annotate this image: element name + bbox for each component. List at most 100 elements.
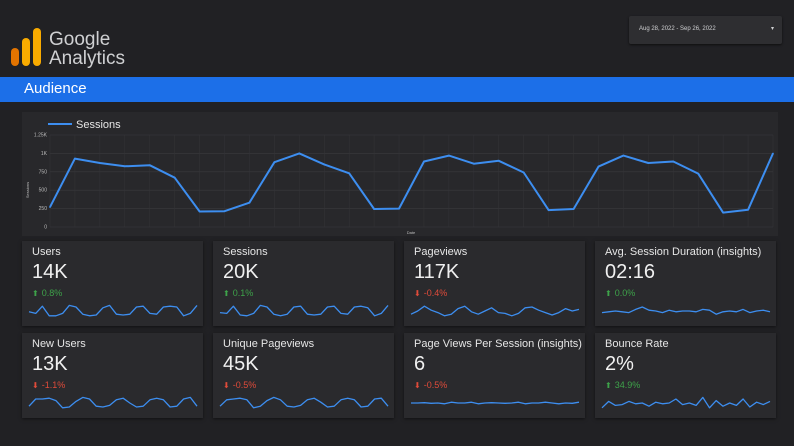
scorecard-label: Page Views Per Session (insights) [414,338,582,350]
scorecard-delta: ⬇ -1.1% [32,380,65,390]
scorecard-delta-value: -1.1% [41,380,66,390]
sessions-data-point[interactable] [597,165,600,168]
sessions-data-point[interactable] [323,163,326,166]
scorecard-delta: ⬇ -0.5% [414,380,447,390]
sessions-data-point[interactable] [248,201,251,204]
logo-line-1: Google [49,29,111,50]
sessions-series-line [49,152,774,214]
sparkline [411,401,580,405]
chevron-down-icon: ▾ [770,26,774,32]
sessions-data-point[interactable] [722,211,724,214]
scorecard-delta-value: 34.9% [614,380,641,390]
sessions-data-point[interactable] [273,161,276,164]
arrow-down-icon: ⬇ [32,381,39,390]
sparkline-series [219,304,389,317]
arrow-up-icon: ⬆ [605,289,612,298]
section-banner: Audience [0,77,794,102]
scorecard-avg-session-duration-insights[interactable]: Avg. Session Duration (insights) 02:16 ⬆ 0.… [595,241,776,326]
scorecard-value: 02:16 [605,261,656,283]
scorecard-delta-value: 0.8% [41,288,63,298]
analytics-bars-icon [11,28,41,66]
sessions-data-point[interactable] [772,152,774,155]
scorecard-page-views-per-session-insights[interactable]: Page Views Per Session (insights) 6 ⬇ -0.5% [404,333,585,418]
legend-label: Sessions [76,119,121,131]
y-tick-label: 750 [39,169,48,175]
sessions-data-point[interactable] [647,162,650,164]
scorecard-value: 14K [32,261,68,283]
scorecard-delta: ⬆ 0.1% [223,288,253,298]
x-axis-label: Date [407,230,416,235]
sessions-line-chart: 0 250 500 750 1K 1.25K Sessions Sessions Date [25,119,774,235]
scorecard-delta: ⬇ -0.4% [414,288,447,298]
sparkline [410,305,580,317]
sparkline [601,396,771,409]
sessions-data-point[interactable] [423,160,425,163]
sessions-data-point[interactable] [448,154,450,157]
sessions-data-point[interactable] [473,162,475,165]
scorecard-value: 20K [223,261,259,283]
scorecard-users[interactable]: Users 14K ⬆ 0.8% [22,241,203,326]
y-tick-label: 500 [39,188,48,194]
scorecard-label: Sessions [223,246,268,258]
sessions-data-point[interactable] [298,152,301,155]
arrow-up-icon: ⬆ [32,289,39,298]
y-tick-label: 0 [44,225,47,231]
sparkline-series [219,396,389,409]
sessions-data-point[interactable] [547,209,550,211]
scorecard-label: Bounce Rate [605,338,669,350]
scorecard-delta-value: 0.1% [232,288,254,298]
scorecard-sessions[interactable]: Sessions 20K ⬆ 0.1% [213,241,394,326]
y-tick-label: 1K [41,151,48,157]
sessions-data-point[interactable] [497,159,500,162]
section-title: Audience [24,80,87,97]
scorecard-delta: ⬇ -0.5% [223,380,256,390]
sessions-data-point[interactable] [198,210,201,213]
scorecard-new-users[interactable]: New Users 13K ⬇ -1.1% [22,333,203,418]
sessions-data-point[interactable] [373,208,375,210]
sessions-data-point[interactable] [148,164,151,166]
scorecard-delta: ⬆ 0.8% [32,288,62,298]
sessions-data-point[interactable] [223,210,226,212]
sessions-data-point[interactable] [697,172,700,175]
scorecard-value: 117K [414,261,460,283]
y-axis-label: Sessions [25,182,30,198]
scorecard-pageviews[interactable]: Pageviews 117K ⬇ -0.4% [404,241,585,326]
sessions-data-point[interactable] [747,208,749,211]
sparkline-series [28,396,198,409]
google-analytics-logo [11,26,141,72]
sessions-data-point[interactable] [522,171,525,174]
sessions-data-point[interactable] [622,154,625,157]
sessions-data-point[interactable] [173,176,176,179]
y-tick-label: 250 [39,206,48,212]
sessions-data-point[interactable] [74,157,76,160]
sessions-data-point[interactable] [672,160,675,163]
scorecard-delta-value: 0.0% [614,288,636,298]
scorecard-label: New Users [32,338,86,350]
sessions-data-point[interactable] [398,207,400,210]
sessions-data-point[interactable] [49,206,51,208]
date-range-picker[interactable]: Aug 28, 2022 - Sep 26, 2022 ▾ [629,16,782,44]
sessions-data-point[interactable] [572,208,575,210]
scorecard-delta-value: -0.4% [423,288,448,298]
sparkline [219,304,389,317]
scorecard-bounce-rate[interactable]: Bounce Rate 2% ⬆ 34.9% [595,333,776,418]
scorecard-label: Pageviews [414,246,468,258]
scorecard-unique-pageviews[interactable]: Unique Pageviews 45K ⬇ -0.5% [213,333,394,418]
scorecard-delta: ⬆ 34.9% [605,380,640,390]
sparkline-series [601,306,771,315]
scorecard-value: 13K [32,353,68,375]
sparkline-series [411,401,580,405]
sessions-data-point[interactable] [348,172,350,175]
sparkline [601,306,771,315]
scorecard-value: 45K [223,353,259,375]
sessions-data-point[interactable] [99,162,101,164]
scorecard-delta-value: -0.5% [423,380,448,390]
sparkline-series [28,304,198,317]
scorecard-label: Unique Pageviews [223,338,315,350]
logo-wordmark: Google Analytics [49,30,125,68]
sessions-data-point[interactable] [123,165,126,168]
scorecard-value: 2% [605,353,634,375]
arrow-up-icon: ⬆ [605,381,612,390]
date-range-text: Aug 28, 2022 - Sep 26, 2022 [639,26,716,32]
sparkline [28,396,198,409]
